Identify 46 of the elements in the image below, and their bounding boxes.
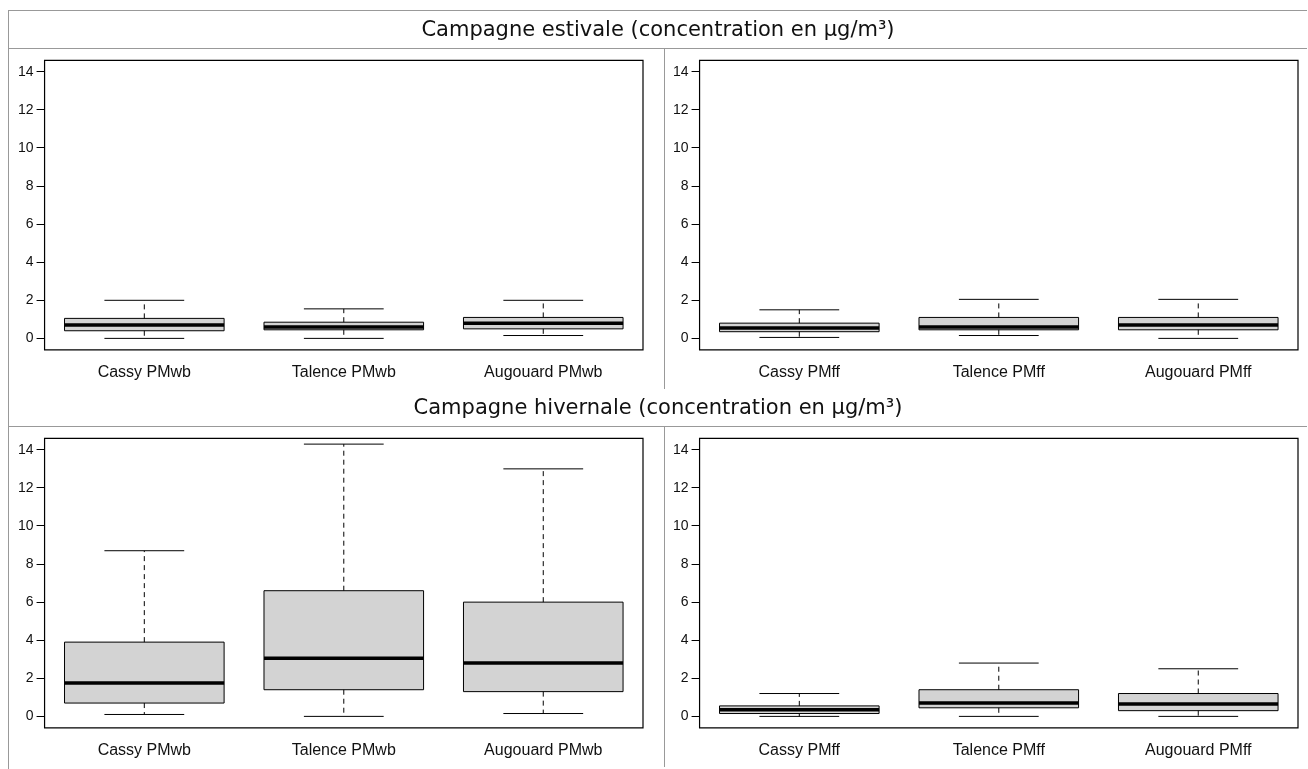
y-tick-label: 6 bbox=[680, 593, 689, 609]
y-tick-label: 2 bbox=[25, 669, 34, 686]
y-tick-label: 6 bbox=[25, 593, 34, 609]
y-tick-label: 0 bbox=[680, 707, 689, 724]
x-tick-label: Augouard PMff bbox=[1145, 740, 1253, 758]
y-tick-label: 14 bbox=[672, 440, 689, 457]
y-tick-label: 6 bbox=[25, 215, 34, 231]
x-tick-label: Cassy PMwb bbox=[97, 740, 192, 758]
y-tick-label: 2 bbox=[680, 669, 689, 686]
x-tick-label: Cassy PMwb bbox=[97, 362, 192, 380]
y-tick-label: 12 bbox=[672, 478, 689, 495]
y-tick-label: 8 bbox=[680, 176, 689, 193]
y-tick-label: 4 bbox=[680, 253, 689, 270]
x-tick-label: Talence PMwb bbox=[291, 740, 396, 758]
y-tick-label: 12 bbox=[17, 100, 34, 117]
chart-title: Campagne hivernale (concentration en µg/m³) bbox=[9, 389, 1307, 427]
x-tick-label: Talence PMff bbox=[952, 740, 1046, 758]
y-tick-label: 10 bbox=[672, 516, 689, 533]
y-tick-label: 6 bbox=[680, 215, 689, 231]
y-tick-label: 8 bbox=[25, 176, 34, 193]
x-tick-label: Augouard PMff bbox=[1145, 362, 1253, 380]
x-tick-label: Cassy PMff bbox=[758, 740, 841, 758]
y-tick-label: 8 bbox=[680, 554, 689, 571]
y-tick-label: 14 bbox=[17, 440, 34, 457]
y-tick-label: 0 bbox=[680, 329, 689, 346]
y-tick-label: 12 bbox=[17, 478, 34, 495]
y-tick-label: 4 bbox=[680, 631, 689, 648]
y-tick-label: 0 bbox=[25, 329, 34, 346]
y-tick-label: 0 bbox=[25, 707, 34, 724]
y-tick-label: 4 bbox=[25, 253, 34, 270]
y-tick-label: 14 bbox=[672, 62, 689, 79]
x-tick-label: Talence PMwb bbox=[291, 362, 396, 380]
x-tick-label: Augouard PMwb bbox=[484, 740, 603, 758]
y-tick-label: 2 bbox=[680, 291, 689, 308]
x-tick-label: Cassy PMff bbox=[758, 362, 841, 380]
y-tick-label: 10 bbox=[672, 138, 689, 155]
chart-title: Campagne estivale (concentration en µg/m³) bbox=[9, 11, 1307, 49]
x-tick-label: Talence PMff bbox=[952, 362, 1046, 380]
x-tick-label: Augouard PMwb bbox=[484, 362, 603, 380]
y-tick-label: 2 bbox=[25, 291, 34, 308]
y-tick-label: 10 bbox=[17, 138, 34, 155]
y-tick-label: 8 bbox=[25, 554, 34, 571]
y-tick-label: 14 bbox=[17, 62, 34, 79]
y-tick-label: 4 bbox=[25, 631, 34, 648]
y-tick-label: 12 bbox=[672, 100, 689, 117]
y-tick-label: 10 bbox=[17, 516, 34, 533]
